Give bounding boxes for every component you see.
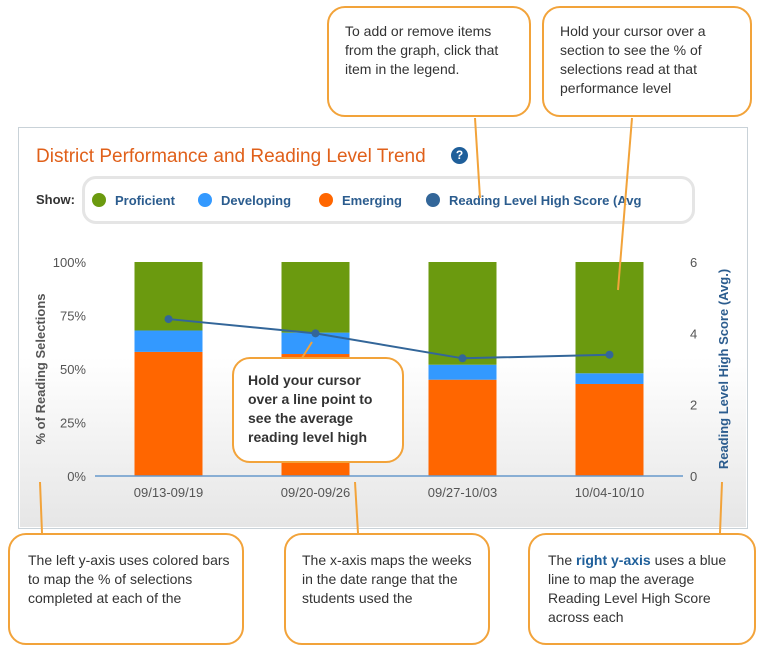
callout-pointer (39, 481, 43, 534)
legend-dot-proficient (92, 193, 106, 207)
legend-label-proficient: Proficient (115, 192, 175, 208)
bar-emerging[interactable] (428, 379, 497, 476)
bar-emerging[interactable] (134, 351, 203, 476)
x-tick-label: 09/20-09/26 (281, 485, 350, 500)
legend-item-proficient[interactable]: Proficient (92, 179, 175, 221)
callout-section-text: Hold your cursor over a section to see t… (560, 23, 706, 96)
legend-dot-developing (198, 193, 212, 207)
bar-developing[interactable] (428, 364, 497, 380)
bar-emerging[interactable] (575, 383, 644, 476)
callout-x-axis-tip: The x-axis maps the weeks in the date ra… (284, 533, 490, 645)
chart-title: District Performance and Reading Level T… (36, 146, 426, 167)
bar-proficient[interactable] (281, 262, 350, 333)
legend-label-reading-level: Reading Level High Score (Avg (449, 192, 642, 208)
y2-tick-label: 4 (690, 326, 697, 341)
callout-right-axis-tip: The right y-axis uses a blue line to map… (528, 533, 756, 645)
legend: Proficient Developing Emerging Reading L… (82, 176, 695, 224)
y2-axis-title: Reading Level High Score (Avg.) (716, 269, 731, 469)
callout-legend-text: To add or remove items from the graph, c… (345, 23, 499, 77)
legend-item-developing[interactable]: Developing (198, 179, 291, 221)
legend-dot-emerging (319, 193, 333, 207)
callout-pointer (301, 341, 313, 359)
y-tick-label: 50% (60, 362, 86, 377)
bar-developing[interactable] (575, 373, 644, 384)
x-tick-label: 09/27-10/03 (428, 485, 497, 500)
callout-right-axis-post: uses a blue line to map the average Read… (548, 552, 727, 625)
callout-x-axis-text: The x-axis maps the weeks in the date ra… (302, 552, 472, 606)
y-axis-title: % of Reading Selections (33, 294, 48, 445)
legend-item-reading-level[interactable]: Reading Level High Score (Avg (426, 179, 641, 221)
bar-proficient[interactable] (428, 262, 497, 365)
callout-point-tip: Hold your cursor over a line point to se… (232, 357, 404, 463)
callout-section-tip: Hold your cursor over a section to see t… (542, 6, 752, 117)
callout-right-axis-text: The right y-axis uses a blue line to map… (548, 551, 742, 627)
line-reading-level (168, 318, 610, 360)
legend-show-label: Show: (36, 192, 75, 207)
legend-item-emerging[interactable]: Emerging (319, 179, 402, 221)
x-tick-label: 09/13-09/19 (134, 485, 203, 500)
y-tick-label: 100% (53, 255, 87, 270)
y-tick-label: 75% (60, 309, 86, 324)
callout-pointer (474, 117, 481, 199)
line-point[interactable] (164, 315, 173, 324)
y-tick-label: 25% (60, 416, 86, 431)
callout-pointer (719, 481, 723, 534)
callout-right-axis-em: right y-axis (576, 552, 651, 568)
callout-pointer (354, 481, 359, 534)
line-point[interactable] (458, 354, 467, 363)
bar-developing[interactable] (281, 332, 350, 355)
callout-left-axis-tip: The left y-axis uses colored bars to map… (8, 533, 244, 645)
legend-label-emerging: Emerging (342, 192, 402, 208)
line-point[interactable] (311, 329, 320, 338)
help-icon[interactable]: ? (451, 147, 468, 164)
callout-point-text: Hold your cursor over a line point to se… (248, 372, 373, 445)
callout-legend-tip: To add or remove items from the graph, c… (327, 6, 531, 117)
callout-right-axis-pre: The (548, 552, 577, 568)
y2-tick-label: 6 (690, 255, 697, 270)
bar-developing[interactable] (134, 330, 203, 352)
line-point[interactable] (605, 350, 614, 359)
y2-tick-label: 0 (690, 469, 697, 484)
y-tick-label: 0% (67, 469, 86, 484)
legend-dot-reading-level (426, 193, 440, 207)
callout-left-axis-text: The left y-axis uses colored bars to map… (28, 552, 230, 606)
y2-tick-label: 2 (690, 398, 697, 413)
x-tick-label: 10/04-10/10 (575, 485, 644, 500)
legend-label-developing: Developing (221, 192, 292, 208)
callout-pointer (617, 117, 633, 291)
